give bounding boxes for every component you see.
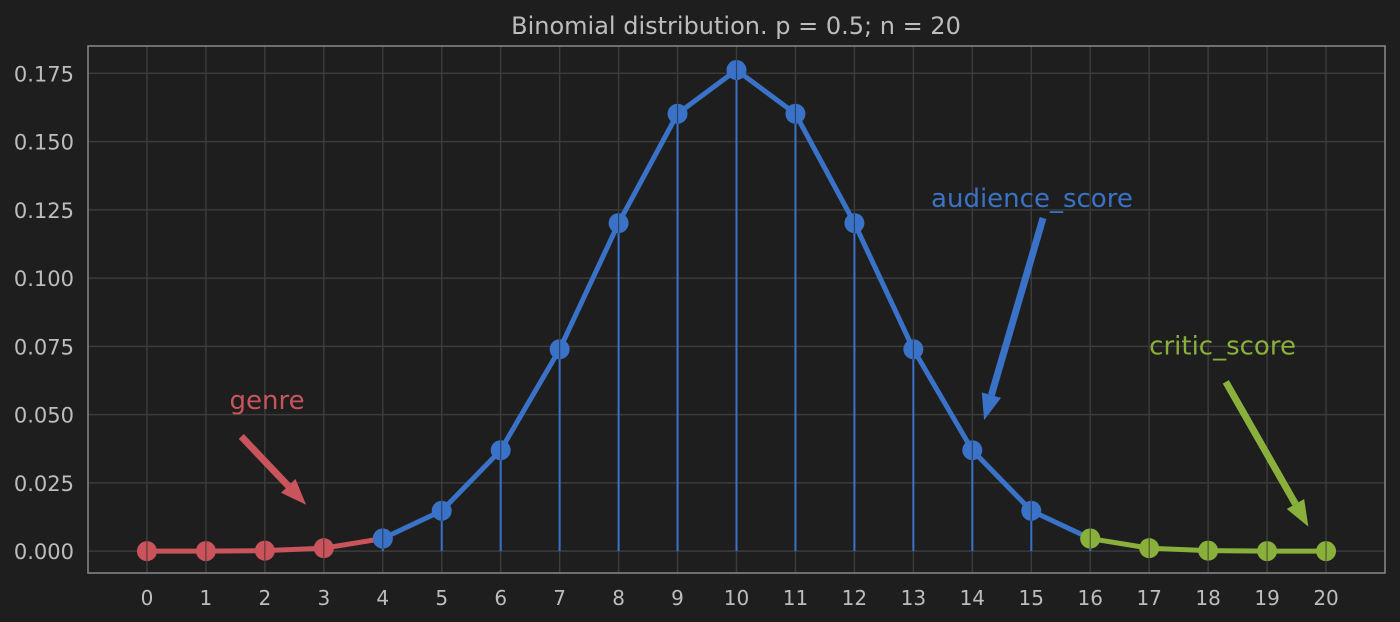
- x-tick-label: 8: [612, 586, 625, 610]
- annotation-label-genre: genre: [229, 386, 304, 416]
- y-tick-label: 0.025: [14, 472, 74, 496]
- x-tick-label: 1: [200, 586, 213, 610]
- y-axis-ticks: 0.000 0.025 0.050 0.075 0.100 0.125 0.150 0.175: [14, 62, 74, 564]
- x-tick-label: 17: [1136, 586, 1161, 610]
- plot-frame: [87, 45, 1386, 574]
- x-tick-label: 5: [435, 586, 448, 610]
- y-tick-label: 0.125: [14, 199, 74, 223]
- annotation-arrow-head: [280, 478, 307, 505]
- x-tick-label: 11: [783, 586, 808, 610]
- annotation-label-audience-score: audience_score: [931, 184, 1133, 214]
- annotation-arrow-head: [981, 392, 1001, 421]
- annotation-arrow-shaft: [1222, 380, 1299, 506]
- annotation-label-critic-score: critic_score: [1149, 332, 1296, 362]
- chart-title: Binomial distribution. p = 0.5; n = 20: [511, 12, 961, 40]
- annotation-arrow-shaft: [988, 217, 1047, 397]
- x-tick-label: 12: [842, 586, 867, 610]
- x-tick-label: 4: [376, 586, 389, 610]
- x-tick-label: 6: [494, 586, 507, 610]
- x-tick-label: 15: [1019, 586, 1044, 610]
- y-tick-label: 0.075: [14, 335, 74, 359]
- x-tick-label: 14: [960, 586, 985, 610]
- annotation-arrow-head: [1286, 499, 1309, 527]
- annotation-arrow-shaft: [238, 434, 291, 489]
- y-tick-label: 0.000: [14, 540, 74, 564]
- y-tick-label: 0.050: [14, 404, 74, 428]
- x-tick-label: 0: [141, 586, 154, 610]
- x-tick-label: 7: [553, 586, 566, 610]
- x-tick-label: 9: [671, 586, 684, 610]
- x-tick-label: 3: [317, 586, 330, 610]
- annotations: genre audience_score critic_score: [229, 184, 1309, 527]
- y-tick-label: 0.100: [14, 267, 74, 291]
- x-tick-label: 19: [1254, 586, 1279, 610]
- stems: [381, 70, 1092, 552]
- x-tick-label: 13: [901, 586, 926, 610]
- x-tick-label: 10: [724, 586, 749, 610]
- x-tick-label: 20: [1313, 586, 1338, 610]
- y-tick-label: 0.175: [14, 62, 74, 86]
- series: [136, 60, 1337, 562]
- x-tick-label: 18: [1195, 586, 1220, 610]
- x-tick-label: 16: [1078, 586, 1103, 610]
- y-tick-label: 0.150: [14, 131, 74, 155]
- x-axis-ticks: 0 1 2 3 4 5 6 7 8 9 10 11 12 13 14 15 16 17 18 19 20: [141, 586, 1339, 610]
- x-tick-label: 2: [258, 586, 271, 610]
